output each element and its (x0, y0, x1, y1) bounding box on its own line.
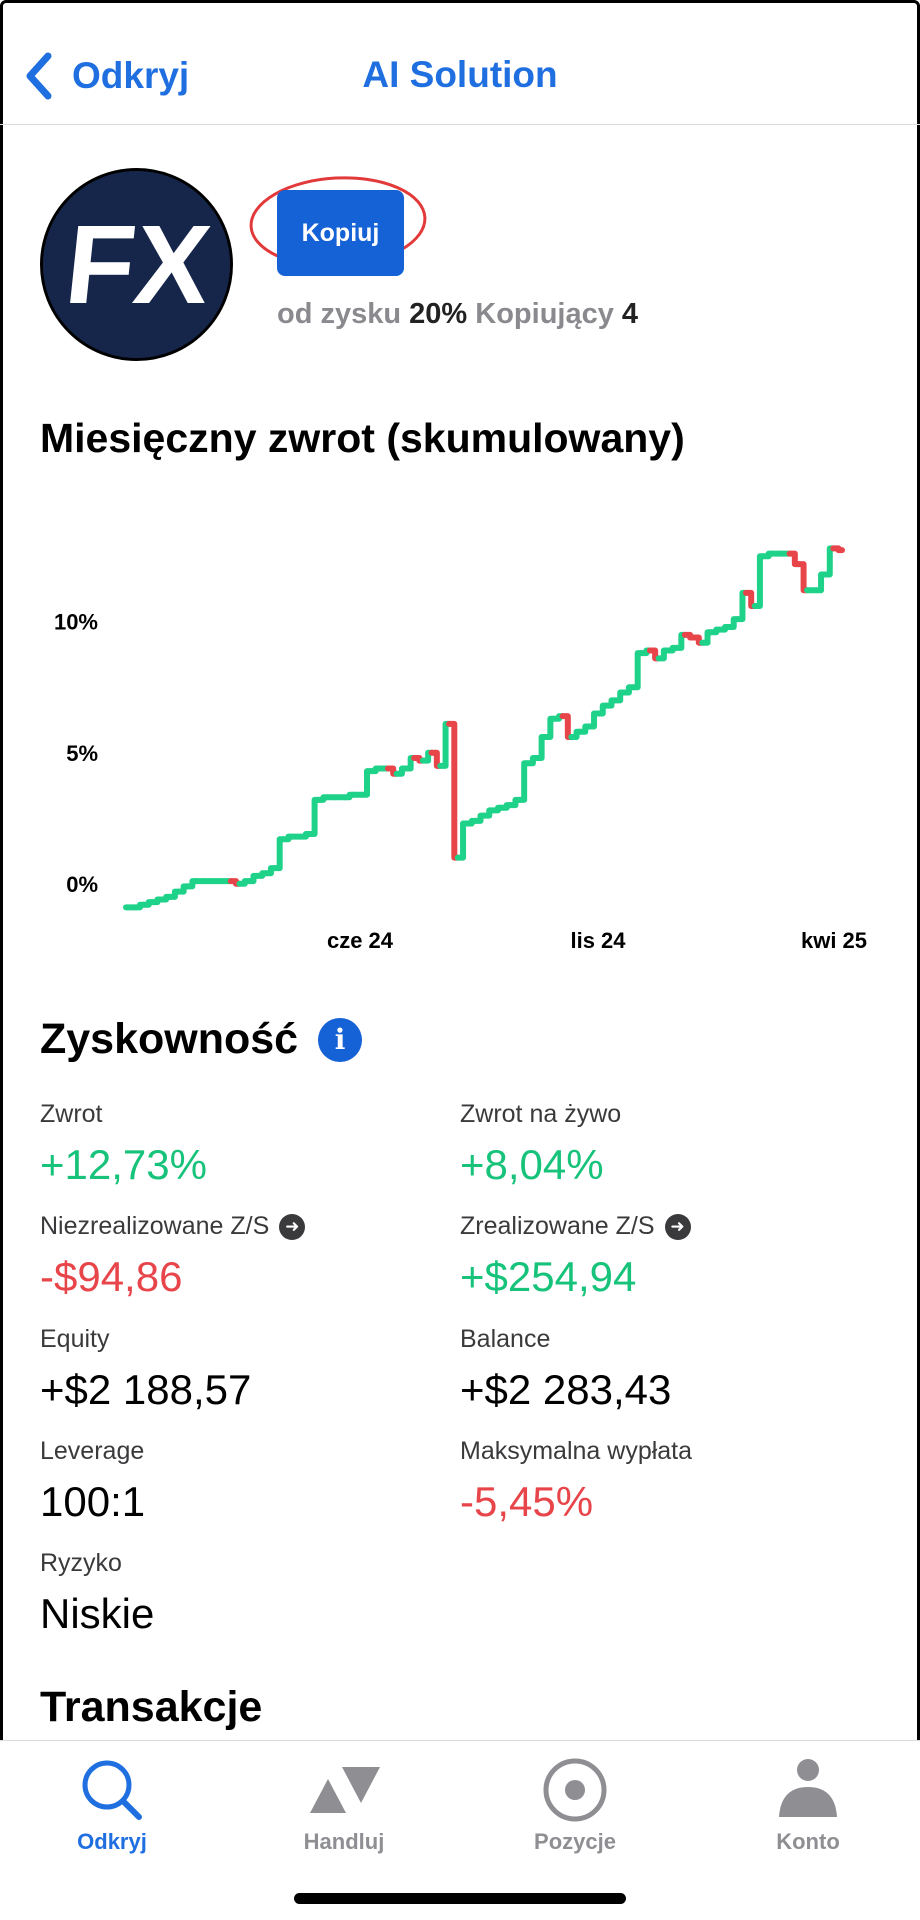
tab-label: Konto (776, 1829, 840, 1854)
series-line-segment (306, 796, 322, 837)
metric-realized-pl: Zrealizowane Z/S ➜ +$254,94 (460, 1212, 691, 1301)
metric-label: Equity (40, 1325, 110, 1353)
info-icon[interactable]: i (318, 1017, 363, 1062)
x-tick-label: kwi 25 (801, 928, 867, 953)
metric-balance: Balance +$2 283,43 (460, 1325, 671, 1414)
metric-value: -5,45% (460, 1478, 594, 1525)
metric-leverage: Leverage 100:1 (40, 1437, 145, 1526)
metric-risk: Ryzyko Niskie (40, 1549, 154, 1638)
metric-label: Zwrot (40, 1100, 103, 1128)
svg-text:FX: FX (60, 201, 216, 327)
tab-positions[interactable]: Pozycje (495, 1755, 655, 1855)
back-button[interactable]: Odkryj (24, 48, 189, 104)
metric-unrealized-pl: Niezrealizowane Z/S ➜ -$94,86 (40, 1212, 306, 1301)
series-line-segment (437, 720, 453, 769)
series-line-segment (533, 734, 549, 761)
series-line-segment (795, 561, 811, 594)
tab-label: Odkryj (77, 1829, 147, 1854)
series-line-segment (358, 768, 374, 798)
metric-max-drawdown: Maksymalna wypłata -5,45% (460, 1437, 692, 1526)
profitability-title: Zyskowność i (40, 1015, 363, 1064)
series-line-segment (629, 650, 645, 691)
chevron-left-icon (26, 52, 52, 100)
metric-label: Balance (460, 1325, 551, 1353)
y-tick-label: 5% (66, 741, 98, 766)
home-indicator (294, 1893, 626, 1904)
copiers-value: 4 (621, 298, 639, 330)
metric-live-return: Zwrot na żywo +8,04% (460, 1100, 621, 1189)
tab-discover[interactable]: Odkryj (32, 1755, 192, 1855)
series-line-segment (446, 720, 461, 861)
tab-account[interactable]: Konto (728, 1755, 888, 1855)
arrow-right-icon[interactable]: ➜ (664, 1213, 691, 1240)
metric-label: Ryzyko (40, 1549, 122, 1577)
navigation-bar: Odkryj AI Solution (0, 0, 920, 125)
tab-trade[interactable]: Handluj (264, 1755, 424, 1855)
tab-label: Handluj (303, 1829, 385, 1854)
trade-icon (310, 1767, 380, 1813)
profitability-heading: Zyskowność (40, 1015, 299, 1063)
series-line-segment (542, 715, 557, 741)
copy-button[interactable]: Kopiuj (277, 190, 404, 276)
profit-share-label: od zysku (277, 298, 402, 330)
metric-value: +$2 188,57 (40, 1366, 252, 1413)
metric-label: Maksymalna wypłata (460, 1437, 693, 1465)
page-title: AI Solution (362, 54, 558, 95)
metric-label: Niezrealizowane Z/S (40, 1212, 270, 1240)
fx-logo: FX (43, 171, 230, 358)
search-icon (82, 1760, 142, 1820)
profit-share-value: 20% (409, 298, 468, 330)
metric-label: Zrealizowane Z/S (460, 1212, 655, 1240)
back-label: Odkryj (72, 55, 190, 96)
series-line-segment (821, 545, 837, 578)
avatar: FX (40, 168, 233, 361)
y-tick-label: 10% (54, 610, 98, 635)
metric-value: +$2 283,43 (460, 1366, 672, 1413)
metric-value: +8,04% (460, 1141, 604, 1188)
series-line-segment (454, 820, 470, 861)
series-line-segment (734, 589, 749, 623)
metric-value: 100:1 (40, 1478, 146, 1525)
x-tick-label: cze 24 (327, 928, 394, 953)
metric-value: +$254,94 (460, 1253, 637, 1300)
metric-label: Zwrot na żywo (460, 1100, 622, 1128)
metric-value: -$94,86 (40, 1253, 183, 1300)
y-tick-label: 0% (66, 872, 98, 897)
copiers-label: Kopiujący (475, 298, 614, 330)
metric-return: Zwrot +12,73% (40, 1100, 207, 1189)
series-line-segment (271, 836, 287, 872)
metric-label: Leverage (40, 1437, 145, 1465)
metric-equity: Equity +$2 188,57 (40, 1325, 251, 1414)
account-icon (779, 1759, 837, 1817)
cumulative-return-chart: 0% 5% 10% cze 24 lis 24 kwi 25 (54, 545, 867, 953)
tab-label: Pozycje (534, 1829, 616, 1854)
positions-icon (543, 1758, 607, 1822)
series-line-segment (830, 545, 845, 554)
series-line-segment (559, 713, 575, 741)
arrow-right-icon[interactable]: ➜ (279, 1213, 306, 1240)
series-line-segment (515, 760, 531, 803)
series-line-segment (751, 553, 767, 609)
chart-title: Miesięczny zwrot (skumulowany) (40, 415, 685, 461)
transactions-heading: Transakcje (40, 1683, 263, 1731)
metric-value: +12,73% (40, 1141, 207, 1188)
copy-stats: od zysku 20% Kopiujący 4 (277, 298, 638, 331)
tab-bar: Odkryj Handluj Pozycje Konto (0, 1740, 920, 1920)
metric-value: Niskie (40, 1590, 155, 1637)
x-tick-label: lis 24 (570, 928, 626, 953)
